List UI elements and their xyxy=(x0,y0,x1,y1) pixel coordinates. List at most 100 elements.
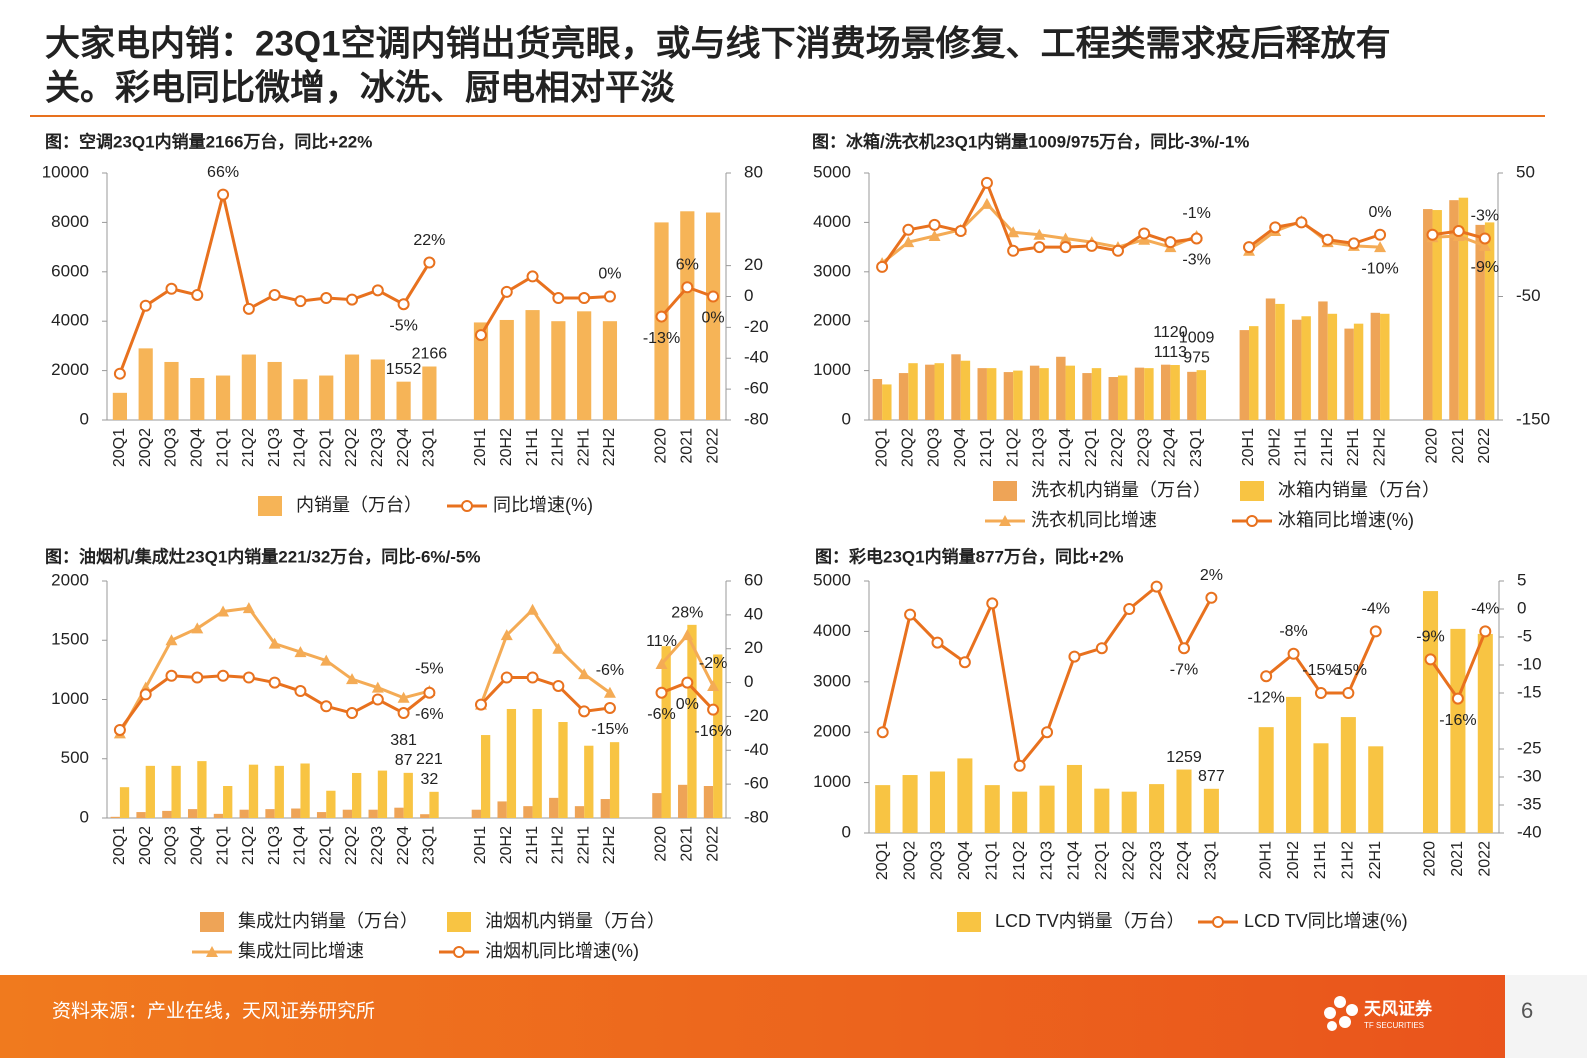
bar xyxy=(291,808,301,818)
marker xyxy=(113,723,126,736)
y2-tick-label: -20 xyxy=(744,706,769,725)
bar xyxy=(609,742,620,818)
y-tick-label: 2000 xyxy=(813,311,851,330)
y-tick-label: 3000 xyxy=(813,261,851,280)
bar xyxy=(1012,791,1028,833)
x-tick-label: 20Q1 xyxy=(873,428,890,467)
y-tick-label: 1000 xyxy=(51,689,89,708)
y2-tick-label: 20 xyxy=(744,255,763,274)
bar xyxy=(499,319,514,420)
data-label: 1113 xyxy=(1154,344,1187,361)
x-tick-label: 20Q4 xyxy=(952,428,969,467)
marker xyxy=(707,290,720,303)
bar xyxy=(1423,209,1433,420)
y2-tick-label: 40 xyxy=(744,604,763,623)
x-tick-label: 2022 xyxy=(704,826,721,862)
marker xyxy=(928,218,941,231)
bar xyxy=(265,809,275,818)
y2-tick-label: -40 xyxy=(744,740,769,759)
marker xyxy=(1033,241,1046,254)
bar xyxy=(1203,788,1219,833)
marker xyxy=(242,602,255,614)
bar xyxy=(1082,373,1092,420)
x-tick-label: 22Q1 xyxy=(317,826,334,865)
marker xyxy=(1246,515,1258,527)
marker xyxy=(1059,232,1072,244)
data-label: 975 xyxy=(1183,349,1210,366)
x-tick-label: 21H1 xyxy=(524,428,541,466)
marker xyxy=(1451,692,1464,705)
bar xyxy=(551,321,566,420)
legend-swatch xyxy=(447,912,471,932)
bar xyxy=(1149,784,1165,833)
y2-tick-label: 80 xyxy=(744,162,763,181)
y2-tick-label: -40 xyxy=(744,348,769,367)
marker xyxy=(474,698,487,711)
footer-band xyxy=(0,975,1587,1058)
data-label: 0% xyxy=(702,310,725,327)
y2-tick-label: -25 xyxy=(1517,738,1542,757)
x-tick-label: 20Q4 xyxy=(956,841,973,880)
x-tick-label: 23Q1 xyxy=(1203,841,1220,880)
legend-label: 洗衣机内销量（万台） xyxy=(1031,480,1211,500)
marker xyxy=(526,270,539,283)
data-label: 381 xyxy=(390,732,417,749)
data-label: 2166 xyxy=(412,346,448,363)
marker xyxy=(931,636,944,649)
bar xyxy=(223,786,233,818)
bar xyxy=(525,310,540,420)
bar xyxy=(1239,330,1250,420)
logo-en: TF SECURITIES xyxy=(1364,1021,1424,1030)
marker xyxy=(681,281,694,294)
x-tick-label: 20H1 xyxy=(1257,841,1274,879)
bar xyxy=(1313,743,1329,833)
x-tick-label: 21Q1 xyxy=(978,428,995,467)
bar xyxy=(872,378,883,420)
bar xyxy=(403,772,413,818)
bar xyxy=(532,708,542,818)
bar xyxy=(473,322,489,420)
y2-tick-label: -35 xyxy=(1517,794,1542,813)
x-tick-label: 22H1 xyxy=(1367,841,1384,879)
marker xyxy=(603,686,616,698)
marker xyxy=(165,634,178,646)
bar xyxy=(1422,591,1439,833)
data-label: 0% xyxy=(1369,204,1392,221)
bar xyxy=(352,772,362,818)
logo-name: 天风证券 xyxy=(1364,998,1433,1018)
marker xyxy=(1150,580,1163,593)
bar xyxy=(558,722,568,818)
bar xyxy=(138,348,153,420)
x-tick-label: 22H2 xyxy=(601,826,618,864)
bar xyxy=(1003,372,1014,420)
data-label: -9% xyxy=(1471,259,1499,276)
bar xyxy=(703,786,714,818)
y-tick-label: 8000 xyxy=(51,212,89,231)
data-label: 0% xyxy=(676,696,699,713)
marker xyxy=(876,260,889,273)
bar xyxy=(1475,224,1485,420)
x-tick-label: 21Q2 xyxy=(240,826,257,865)
marker xyxy=(139,299,152,312)
bar xyxy=(197,761,207,818)
x-tick-label: 22Q2 xyxy=(1120,841,1137,880)
x-tick-label: 20H2 xyxy=(1266,428,1283,466)
page-number: 6 xyxy=(1521,998,1533,1023)
x-tick-label: 21H2 xyxy=(1319,428,1336,466)
legend-label: 集成灶内销量（万台） xyxy=(238,911,418,931)
marker xyxy=(1452,225,1465,238)
y-tick-label: 0 xyxy=(842,822,851,841)
marker xyxy=(268,637,281,649)
bar xyxy=(1450,628,1466,833)
marker xyxy=(1478,239,1491,251)
x-tick-label: 22Q4 xyxy=(395,428,412,467)
line xyxy=(881,584,1213,770)
x-tick-label: 2020 xyxy=(653,428,670,464)
marker xyxy=(500,671,513,684)
bar xyxy=(951,354,961,420)
legend-label: LCD TV同比增速(%) xyxy=(1244,911,1408,931)
x-tick-label: 20H2 xyxy=(498,428,515,466)
bar xyxy=(471,809,481,818)
x-tick-label: 22Q1 xyxy=(1093,841,1110,880)
y-tick-label: 1500 xyxy=(51,630,89,649)
